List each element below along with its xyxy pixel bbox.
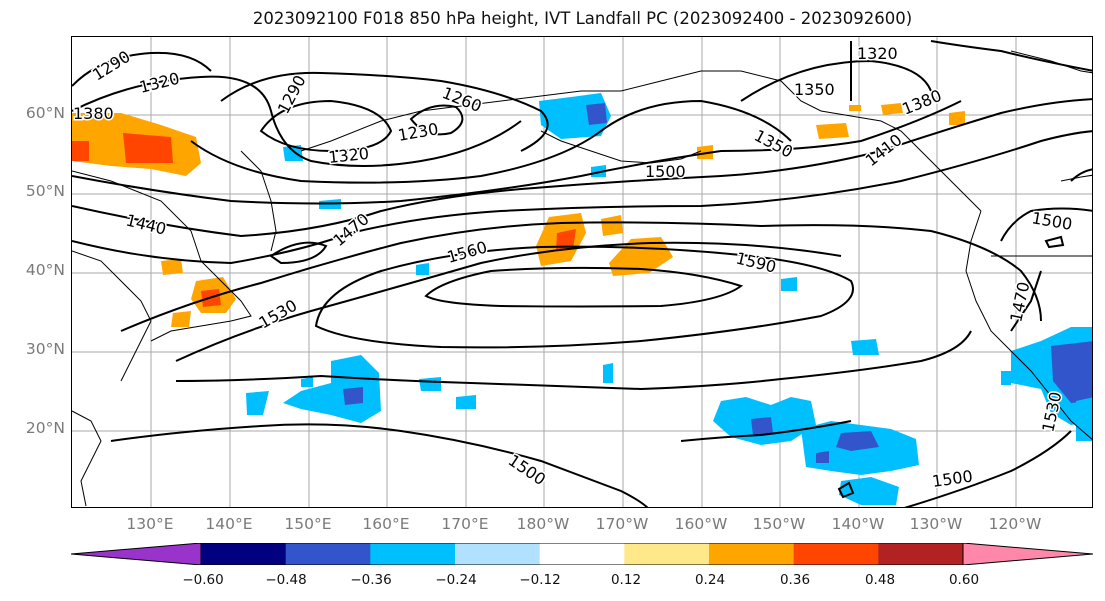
contour-label: 1290: [274, 72, 310, 117]
colorbar-tick-label: 0.48: [864, 572, 896, 588]
colorbar-tick-label: 0.12: [610, 572, 642, 588]
contour-label: 1320: [137, 69, 181, 97]
lat-label-60n: 60°N: [25, 104, 65, 122]
lon-label-130e: 130°E: [126, 515, 174, 533]
colorbar-segment: [539, 543, 625, 565]
colorbar-outline: [71, 543, 1093, 565]
lon-label-160e: 160°E: [362, 515, 410, 533]
contour-label: 1320: [327, 144, 369, 167]
colorbar-tick-label: −0.48: [265, 572, 307, 588]
colorbar-segment: [878, 543, 964, 565]
colorbar-segment: [709, 543, 795, 565]
contour-label: 1530: [256, 296, 301, 333]
ivt-negative-shading: [246, 93, 1092, 505]
colorbar-segment: [624, 543, 710, 565]
lon-label-180w: 180°W: [516, 515, 570, 533]
lat-label-30n: 30°N: [25, 340, 65, 358]
lon-label-130w: 130°W: [909, 515, 963, 533]
colorbar-tick-label: −0.60: [182, 572, 224, 588]
contour-label: 1500: [1030, 208, 1073, 234]
lat-label-20n: 20°N: [25, 419, 65, 437]
colorbar-tick-label: 0.60: [948, 572, 980, 588]
contour-label: 1380: [899, 86, 944, 119]
contour-label: 1380: [73, 104, 114, 123]
contour-label: 1440: [124, 210, 168, 238]
lat-label-50n: 50°N: [25, 182, 65, 200]
colorbar-svg: [71, 543, 1093, 565]
contour-label: 1590: [734, 248, 778, 276]
colorbar-tick-label: 0.36: [779, 572, 811, 588]
contour-label: 1530: [1038, 390, 1065, 434]
contour-label: 1290: [89, 47, 134, 85]
contour-label: 1350: [751, 126, 796, 162]
colorbar-segment: [370, 543, 456, 565]
lon-label-160w: 160°W: [674, 515, 728, 533]
map-panel: 1290 1320 1380 1290 1260 1230 1320 1350 …: [71, 36, 1093, 508]
height-contours: [72, 40, 1092, 507]
colorbar-tick-label: −0.24: [435, 572, 477, 588]
contour-label: 1410: [862, 130, 906, 170]
colorbar-tick-label: −0.12: [519, 572, 561, 588]
colorbar-segment: [71, 543, 201, 565]
colorbar-tick-label: −0.36: [350, 572, 392, 588]
lon-label-140w: 140°W: [831, 515, 885, 533]
contour-label: 1230: [396, 119, 439, 145]
contour-label: 1320: [857, 44, 898, 63]
colorbar-segment: [793, 543, 879, 565]
lon-label-120w: 120°W: [988, 515, 1042, 533]
lon-label-170w: 170°W: [595, 515, 649, 533]
lat-label-40n: 40°N: [25, 261, 65, 279]
colorbar: [71, 543, 1093, 565]
ivt-positive-shading: [72, 103, 965, 327]
colorbar-segment: [201, 543, 287, 565]
chart-title: 2023092100 F018 850 hPa height, IVT Land…: [252, 9, 913, 28]
contour-label: 1470: [1006, 280, 1033, 324]
colorbar-segments: [71, 543, 1093, 565]
lon-label-170e: 170°E: [441, 515, 489, 533]
colorbar-segment: [455, 543, 541, 565]
colorbar-segment: [285, 543, 371, 565]
map-canvas: 1290 1320 1380 1290 1260 1230 1320 1350 …: [72, 37, 1092, 507]
colorbar-tick-label: 0.24: [694, 572, 726, 588]
lon-label-150w: 150°W: [752, 515, 806, 533]
colorbar-segment: [963, 543, 1093, 565]
contour-label: 1500: [645, 162, 686, 181]
lon-label-140e: 140°E: [205, 515, 253, 533]
contour-label: 1350: [794, 80, 835, 99]
lon-label-150e: 150°E: [284, 515, 332, 533]
